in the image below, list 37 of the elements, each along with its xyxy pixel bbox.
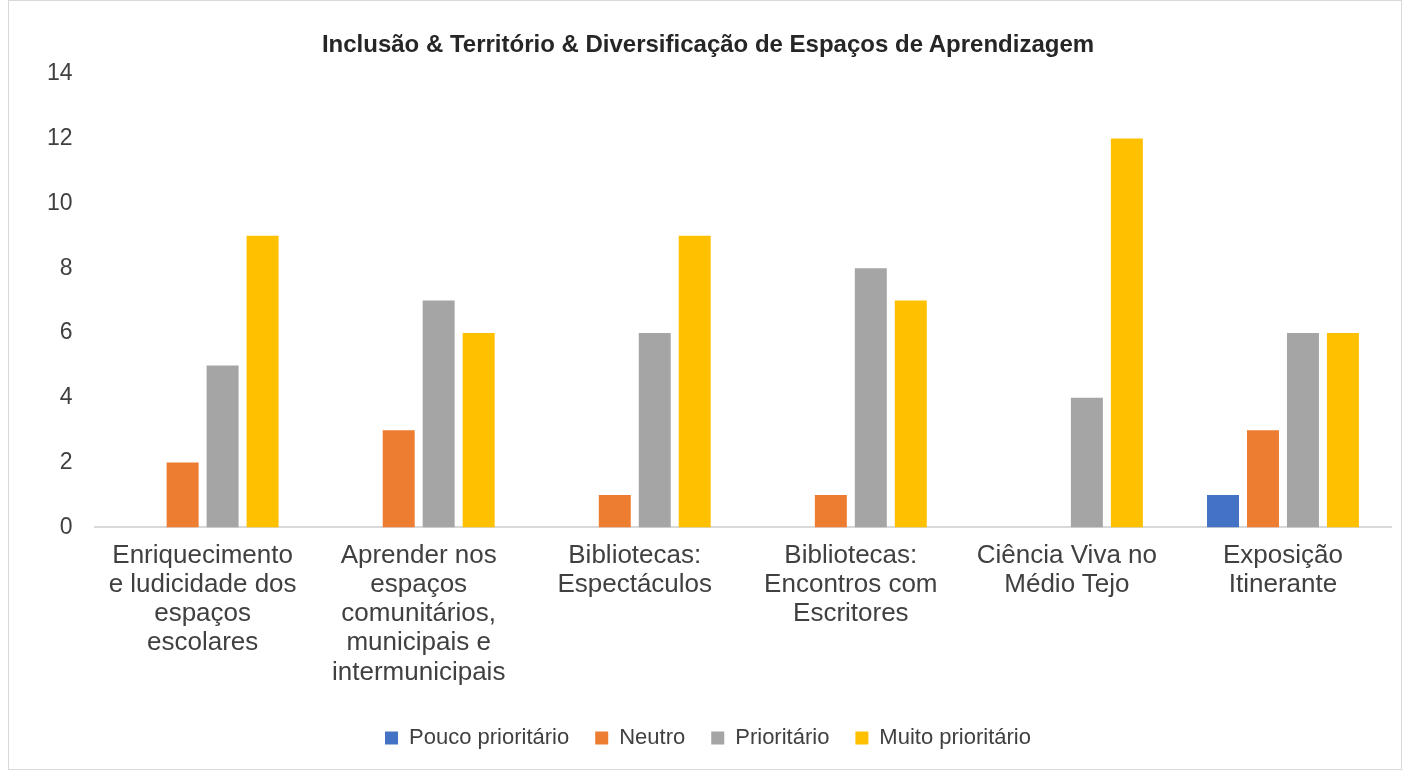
x-tick-label: Aprender nos espaços comunitários, municipais e intermunicipais xyxy=(331,539,506,686)
y-tick-label: 0 xyxy=(59,512,73,539)
y-tick-label: 8 xyxy=(59,253,73,280)
bar xyxy=(206,365,239,528)
bar xyxy=(246,235,279,528)
x-tick-label: Enriquecimento e ludicidade dos espaços escolares xyxy=(108,539,297,657)
bar xyxy=(1207,495,1239,528)
chart-title: Inclusão & Território & Diversificação de Espaços de Aprendizagem xyxy=(321,30,1095,58)
y-tick-label: 14 xyxy=(46,59,73,86)
y-tick-label: 10 xyxy=(46,188,73,215)
bar xyxy=(382,430,415,528)
bar xyxy=(1070,397,1103,528)
y-tick-label: 6 xyxy=(59,318,73,345)
bar xyxy=(422,300,455,528)
bar xyxy=(638,333,671,528)
legend-label: Muito prioritário xyxy=(879,724,1031,750)
x-tick-label: Bibliotecas: Encontros com Escritores xyxy=(764,539,938,628)
bar xyxy=(1286,333,1319,528)
legend-label: Neutro xyxy=(619,724,686,750)
y-tick-label: 12 xyxy=(46,123,73,150)
x-tick-label: Exposição Itinerante xyxy=(1222,539,1343,599)
x-tick-label: Ciência Viva no Médio Tejo xyxy=(976,539,1157,599)
bar xyxy=(854,268,887,528)
y-tick-label: 4 xyxy=(59,383,73,410)
x-tick-label: Bibliotecas: Espectáculos xyxy=(557,539,713,599)
bar xyxy=(814,495,847,528)
bar xyxy=(166,462,199,528)
bar xyxy=(598,495,631,528)
bar xyxy=(1110,138,1143,528)
y-tick-label: 2 xyxy=(59,447,73,474)
bar xyxy=(1326,333,1359,528)
bar xyxy=(678,235,711,528)
legend-label: Pouco prioritário xyxy=(409,724,570,750)
bar xyxy=(462,333,495,528)
bar xyxy=(1246,430,1279,528)
bar xyxy=(894,300,927,528)
legend-label: Prioritário xyxy=(735,724,830,750)
